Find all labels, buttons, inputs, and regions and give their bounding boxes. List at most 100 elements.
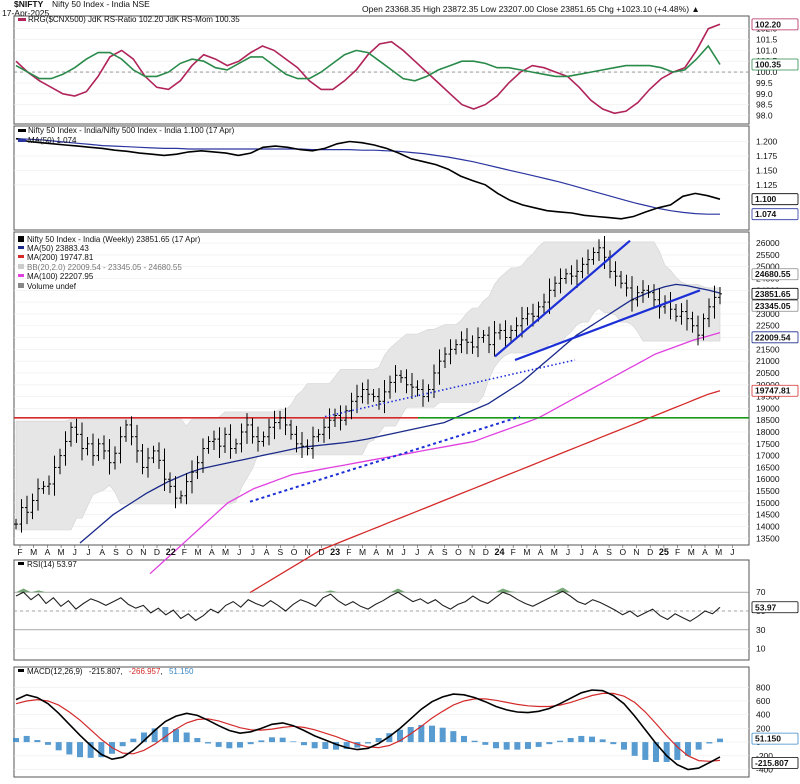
rrg-tick-label: 101.0 xyxy=(756,45,778,55)
price-value-tag: 23851.65 xyxy=(751,287,799,300)
month-tick-label: A xyxy=(209,547,215,557)
plot-layer xyxy=(13,23,749,771)
macd-histogram-bar xyxy=(578,735,585,743)
price-value-tag: 24680.55 xyxy=(751,268,799,281)
price-bar xyxy=(250,418,255,444)
rrg-tick-label: 101.5 xyxy=(756,35,778,45)
wedge-lower-trendline xyxy=(514,289,701,362)
month-tick-label: A xyxy=(593,547,599,557)
rs-title-text: Nifty 50 Index - India/Nifty 500 Index -… xyxy=(28,126,235,135)
rrg-tick-label: 98.5 xyxy=(756,100,773,110)
price-bar xyxy=(338,405,343,431)
month-tick-label: J xyxy=(73,547,77,557)
rrg-tick-label: 99.5 xyxy=(756,78,773,88)
price-bar xyxy=(80,422,84,461)
macd-histogram-bar xyxy=(194,737,201,743)
price-bar xyxy=(333,408,337,428)
price-bar xyxy=(597,239,601,262)
macd-signal-line xyxy=(15,692,721,762)
macd-histogram-bar xyxy=(301,742,307,746)
price-bar xyxy=(179,490,183,504)
rs-tick-label: 1.125 xyxy=(756,180,778,190)
rsi-title-text: RSI(14) 53.97 xyxy=(27,560,77,569)
rrg-value-box xyxy=(751,18,799,31)
month-tick-label: 22 xyxy=(166,547,176,557)
price-bar xyxy=(327,408,332,440)
macd-histogram-bar xyxy=(162,727,169,743)
rrg-title-text: RRG($CNX500) JdK RS-Ratio 102.20 JdK RS-… xyxy=(28,15,240,24)
price-bar xyxy=(36,478,40,511)
rs-ma-label: MA(50) 1.074 xyxy=(28,136,77,145)
wedge-upper-trendline xyxy=(494,239,631,358)
price-value-box xyxy=(751,384,799,397)
price-bar xyxy=(245,413,249,444)
macd-histogram-bar xyxy=(34,740,41,743)
price-tick-label: 21500 xyxy=(756,344,780,354)
month-tick-label: S xyxy=(606,547,612,557)
rsi-overbought-fill xyxy=(330,590,339,593)
price-bar xyxy=(448,339,453,365)
rsi-overbought-fill xyxy=(562,587,571,593)
price-bar xyxy=(294,425,299,453)
price-bar xyxy=(195,455,200,480)
macd-panel xyxy=(13,666,750,778)
ma100-line xyxy=(149,331,721,575)
macd-histogram-bar xyxy=(653,742,659,762)
macd-histogram-bar xyxy=(631,742,638,756)
month-tick-label: A xyxy=(373,547,379,557)
macd-histogram-bar xyxy=(610,742,617,745)
price-bar xyxy=(690,311,695,333)
price-value-box xyxy=(751,331,799,344)
rrg-value-tag: 102.20 xyxy=(751,18,799,31)
month-tick-label: N xyxy=(305,547,311,557)
price-bar xyxy=(525,307,530,326)
price-tick-label: 18000 xyxy=(756,427,780,437)
macd-histogram-bar xyxy=(365,742,371,744)
price-bar xyxy=(421,379,425,407)
price-bar xyxy=(223,427,227,454)
month-tick-label: J xyxy=(730,547,734,557)
macd-value-1: -215.807 xyxy=(89,667,121,676)
price-bar xyxy=(481,329,486,343)
rsi-overbought-fill xyxy=(510,591,518,593)
legend-bb: BB(20,2.0) 22009.54 - 23345.05 - 24680.5… xyxy=(27,263,182,272)
rrg-title: RRG($CNX500) JdK RS-Ratio 102.20 JdK RS-… xyxy=(18,15,240,24)
price-bar xyxy=(25,495,29,525)
rrg-series-1-line xyxy=(15,44,721,82)
rrg-tick-label: 99.0 xyxy=(756,89,773,99)
macd-histogram-bar xyxy=(514,742,521,750)
macd-line xyxy=(15,689,721,771)
price-bar xyxy=(657,287,662,319)
price-value-box xyxy=(751,287,799,300)
rs-value-text: 1.100 xyxy=(755,194,777,204)
macd-histogram-bar xyxy=(397,729,403,743)
price-bar xyxy=(410,372,414,399)
month-tick-label: J xyxy=(415,547,419,557)
price-bar xyxy=(641,280,645,303)
price-bar xyxy=(624,274,629,297)
price-bar xyxy=(454,339,458,355)
price-bar xyxy=(344,405,348,426)
macd-histogram-bar xyxy=(599,739,606,743)
macd-tick-label: -200 xyxy=(756,751,773,761)
macd-histogram-bar xyxy=(535,742,542,747)
price-bar xyxy=(113,446,117,470)
macd-title-prefix: MACD(12,26,9) xyxy=(27,667,83,676)
rs-value-box xyxy=(751,193,799,206)
macd-histogram-bar xyxy=(589,736,595,743)
month-tick-label: O xyxy=(291,547,298,557)
price-bar xyxy=(261,431,266,447)
macd-value-box xyxy=(751,732,799,745)
macd-histogram-bar xyxy=(493,742,499,749)
month-tick-label: M xyxy=(715,547,722,557)
rrg-tick-label: 98.0 xyxy=(756,110,773,120)
macd-value-text: -215.807 xyxy=(755,758,789,768)
price-bar xyxy=(498,323,502,340)
macd-histogram-bar xyxy=(290,741,297,743)
macd-histogram-bar xyxy=(333,742,339,750)
macd-histogram-bar xyxy=(439,727,446,743)
price-bar xyxy=(305,439,310,456)
price-bar xyxy=(586,249,590,275)
rsi-overbought-fill xyxy=(38,590,46,593)
macd-histogram-bar xyxy=(482,742,489,745)
